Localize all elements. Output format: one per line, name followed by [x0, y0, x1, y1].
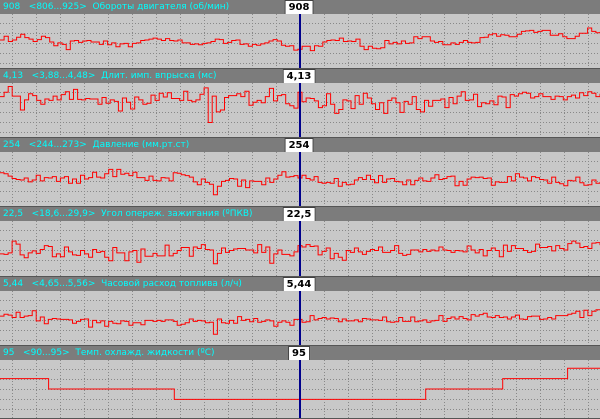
chart-panel-coolant-temp: 95 <90...95> Темп. охлажд. жидкости (ºС)… [0, 346, 600, 419]
plot-area[interactable] [0, 221, 600, 277]
plot-area[interactable] [0, 291, 600, 346]
plot-area[interactable] [0, 14, 600, 69]
current-value: 5,44 [3, 279, 24, 289]
chart-panel-engine-rpm: 908 <806...925> Обороты двигателя (об/ми… [0, 0, 600, 69]
cursor-value-box: 908 [284, 0, 314, 15]
signal-trace [0, 367, 600, 400]
chart-header: 95 <90...95> Темп. охлажд. жидкости (ºС)… [0, 346, 600, 361]
trace-svg [0, 14, 600, 68]
chart-header: 908 <806...925> Обороты двигателя (об/ми… [0, 0, 600, 15]
signal-trace [0, 27, 600, 52]
channel-label: Длит. имп. впрыска (мс) [101, 71, 217, 81]
plot-area[interactable] [0, 152, 600, 207]
plot-area[interactable] [0, 83, 600, 138]
signal-trace [0, 168, 600, 196]
value-range: <244...273> [28, 140, 87, 150]
value-range: <4,65...5,56> [31, 279, 96, 289]
value-range: <90...95> [23, 348, 70, 358]
channel-label: Темп. охлажд. жидкости (ºС) [75, 348, 215, 358]
current-value: 95 [3, 348, 15, 358]
current-value: 22,5 [3, 209, 24, 219]
cursor-value-box: 95 [288, 346, 310, 361]
current-value: 254 [3, 140, 21, 150]
trace-svg [0, 360, 600, 418]
channel-label: Угол опереж. зажигания (ºПКВ) [101, 209, 253, 219]
channel-label: Обороты двигателя (об/мин) [92, 2, 230, 12]
chart-header: 5,44 <4,65...5,56> Часовой расход топлив… [0, 277, 600, 292]
trace-svg [0, 221, 600, 276]
chart-panel-injection-pulse: 4,13 <3,88...4,48> Длит. имп. впрыска (м… [0, 69, 600, 138]
channel-label: Давление (мм.рт.ст) [92, 140, 190, 150]
current-value: 4,13 [3, 71, 24, 81]
chart-header: 22,5 <18,6...29,9> Угол опереж. зажигани… [0, 207, 600, 222]
current-value: 908 [3, 2, 21, 12]
chart-panel-fuel-consumption: 5,44 <4,65...5,56> Часовой расход топлив… [0, 277, 600, 346]
signal-trace [0, 240, 600, 265]
trace-svg [0, 152, 600, 206]
chart-header: 4,13 <3,88...4,48> Длит. имп. впрыска (м… [0, 69, 600, 84]
cursor-value-box: 254 [284, 138, 314, 153]
trace-svg [0, 83, 600, 137]
signal-trace [0, 86, 600, 123]
value-range: <3,88...4,48> [31, 71, 96, 81]
cursor-value-box: 22,5 [282, 207, 316, 222]
channel-label: Часовой расход топлива (л/ч) [101, 279, 242, 289]
cursor-value-box: 5,44 [282, 277, 316, 292]
value-range: <806...925> [28, 2, 87, 12]
plot-area[interactable] [0, 360, 600, 419]
value-range: <18,6...29,9> [31, 209, 96, 219]
chart-panel-pressure: 254 <244...273> Давление (мм.рт.ст) 254 [0, 138, 600, 207]
chart-panel-ignition-advance: 22,5 <18,6...29,9> Угол опереж. зажигани… [0, 207, 600, 277]
trace-svg [0, 291, 600, 345]
cursor-value-box: 4,13 [282, 69, 316, 84]
chart-header: 254 <244...273> Давление (мм.рт.ст) 254 [0, 138, 600, 153]
